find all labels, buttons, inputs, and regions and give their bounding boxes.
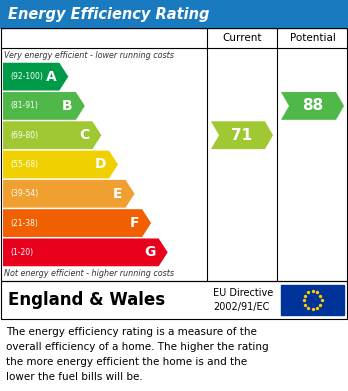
Text: G: G [144,246,156,259]
Text: F: F [129,216,139,230]
Text: 2002/91/EC: 2002/91/EC [213,302,269,312]
Polygon shape [3,63,68,91]
Polygon shape [3,151,118,178]
Bar [0,0,348,28]
Text: E: E [113,187,122,201]
Polygon shape [3,239,168,266]
Text: (92-100): (92-100) [10,72,43,81]
Polygon shape [3,209,151,237]
Text: (55-68): (55-68) [10,160,38,169]
Text: D: D [95,158,106,172]
Text: EU Directive: EU Directive [213,288,273,298]
Text: Energy Efficiency Rating: Energy Efficiency Rating [8,7,209,22]
Text: B: B [62,99,73,113]
Text: The energy efficiency rating is a measure of the: The energy efficiency rating is a measur… [6,327,257,337]
Text: 71: 71 [231,128,253,143]
Text: Not energy efficient - higher running costs: Not energy efficient - higher running co… [4,269,174,278]
Text: Very energy efficient - lower running costs: Very energy efficient - lower running co… [4,50,174,59]
Text: (81-91): (81-91) [10,101,38,110]
Text: (21-38): (21-38) [10,219,38,228]
Text: (69-80): (69-80) [10,131,38,140]
Text: lower the fuel bills will be.: lower the fuel bills will be. [6,372,143,382]
Polygon shape [211,121,273,149]
Bar [281,285,344,315]
Text: C: C [79,128,89,142]
Bar [1,281,347,319]
Bar [1,281,347,319]
Text: Potential: Potential [290,33,335,43]
Text: 88: 88 [302,99,323,113]
Text: A: A [46,70,56,84]
Bar [1,28,347,281]
Polygon shape [281,92,344,120]
Text: overall efficiency of a home. The higher the rating: overall efficiency of a home. The higher… [6,342,269,352]
Text: England & Wales: England & Wales [8,291,165,309]
Text: (1-20): (1-20) [10,248,33,257]
Polygon shape [3,92,85,120]
Text: the more energy efficient the home is and the: the more energy efficient the home is an… [6,357,247,367]
Polygon shape [3,180,135,208]
Polygon shape [3,121,101,149]
Text: (39-54): (39-54) [10,189,38,198]
Text: Current: Current [222,33,262,43]
